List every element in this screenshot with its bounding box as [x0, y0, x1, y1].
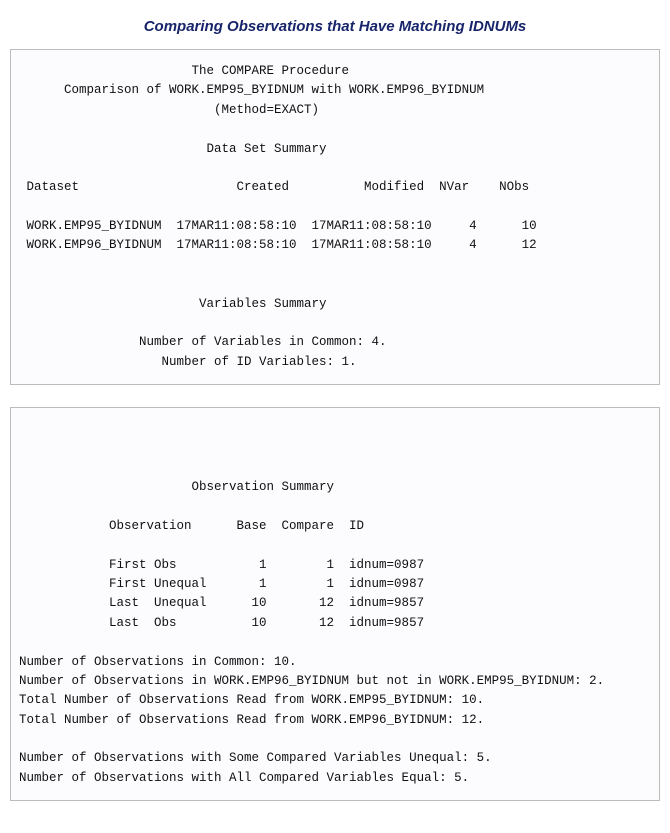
- panel-compare-summary: The COMPARE Procedure Comparison of WORK…: [10, 49, 660, 385]
- observation-summary-text: Observation Summary Observation Base Com…: [19, 420, 651, 788]
- compare-summary-text: The COMPARE Procedure Comparison of WORK…: [19, 62, 651, 372]
- panel-observation-summary: Observation Summary Observation Base Com…: [10, 407, 660, 801]
- page-title: Comparing Observations that Have Matchin…: [10, 18, 660, 35]
